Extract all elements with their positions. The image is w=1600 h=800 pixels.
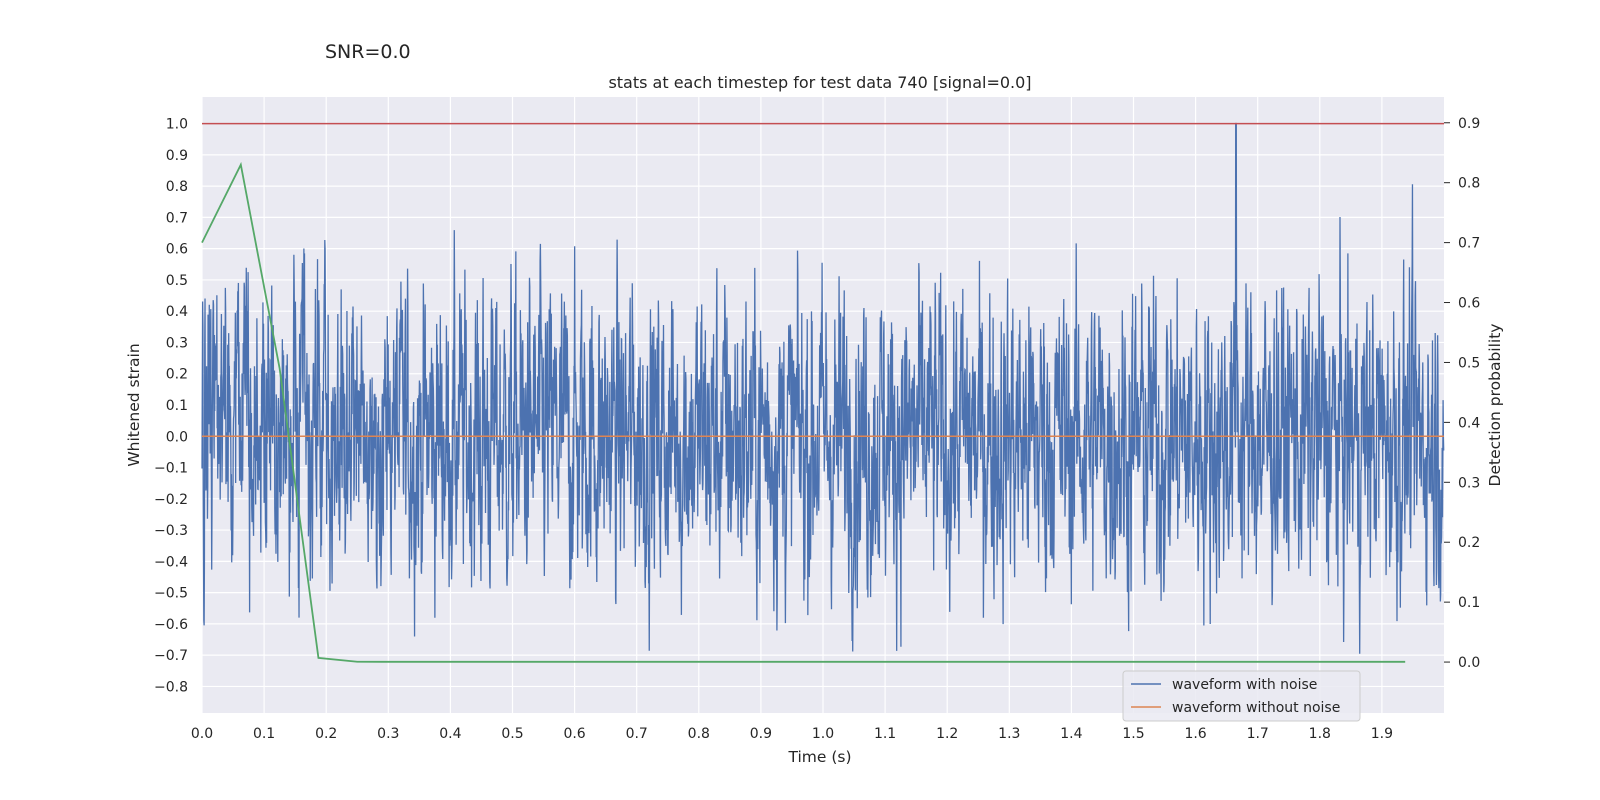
y-tick-label: 0.5 — [166, 273, 188, 289]
x-tick-label: 0.4 — [439, 726, 461, 742]
x-tick-label: 0.8 — [688, 726, 710, 742]
legend: waveform with noise waveform without noi… — [1122, 670, 1361, 722]
x-tick-label: 1.9 — [1371, 726, 1393, 742]
y-tick-label: 0.1 — [166, 398, 188, 414]
series-detection-probability — [201, 161, 1406, 663]
x-tick-label: 1.2 — [936, 726, 958, 742]
x-tick-label: 0.3 — [377, 726, 399, 742]
x-tick-label: 1.5 — [1122, 726, 1144, 742]
y-tick-label: 0.9 — [166, 148, 188, 164]
y-tick-label: −0.7 — [154, 648, 188, 664]
legend-box — [1122, 670, 1361, 722]
x-tick-label: 1.7 — [1247, 726, 1269, 742]
x-tick-label: 1.0 — [812, 726, 834, 742]
y-tick-label: −0.3 — [154, 523, 188, 539]
y-tick-label: 0.2 — [166, 367, 188, 383]
y-tick-label: 1.0 — [166, 117, 188, 133]
y-tick-label: 0.8 — [166, 179, 188, 195]
x-tick-label: 1.3 — [998, 726, 1020, 742]
x-tick-label: 1.4 — [1060, 726, 1082, 742]
y2-tick-label: 0.6 — [1458, 296, 1480, 312]
x-tick-label: 1.6 — [1184, 726, 1206, 742]
x-tick-label: 0.5 — [501, 726, 523, 742]
y-tick-label: −0.2 — [154, 492, 188, 508]
y2-axis-label: Detection probability — [1486, 324, 1504, 487]
x-tick-labels: 0.0 0.1 0.2 0.3 0.4 0.5 0.6 0.7 0.8 0.9 1.0 1.1 1.2 1… — [191, 726, 1393, 742]
y2-tick-label: 0.7 — [1458, 236, 1480, 252]
y-axis-label: Whitened strain — [125, 343, 143, 466]
series-group — [201, 122, 1445, 663]
y-tick-label: 0.6 — [166, 242, 188, 258]
legend-label-clean: waveform without noise — [1172, 700, 1340, 716]
x-tick-label: 0.6 — [563, 726, 585, 742]
x-tick-label: 0.9 — [750, 726, 772, 742]
x-tick-label: 0.0 — [191, 726, 213, 742]
y-tick-label: 0.0 — [166, 429, 188, 445]
y-tick-label: −0.8 — [154, 679, 188, 695]
y2-tick-label: 0.3 — [1458, 475, 1480, 491]
y2-tick-label: 0.4 — [1458, 415, 1480, 431]
y-tick-label: 0.7 — [166, 210, 188, 226]
y-tick-label: −0.4 — [154, 554, 188, 570]
figure-suptitle: SNR=0.0 — [325, 41, 411, 63]
y-tick-label: −0.1 — [154, 461, 188, 477]
y2-tick-label: 0.8 — [1458, 176, 1480, 192]
y-tick-labels: 1.0 0.9 0.8 0.7 0.6 0.5 0.4 0.3 0.2 0.1 0.0 −0.1 −0.… — [154, 117, 188, 696]
y-tick-label: 0.4 — [166, 304, 188, 320]
y2-tick-label: 0.2 — [1458, 535, 1480, 551]
x-tick-label: 0.2 — [315, 726, 337, 742]
x-tick-label: 1.8 — [1309, 726, 1331, 742]
x-tick-label: 0.1 — [253, 726, 275, 742]
legend-label-noise: waveform with noise — [1172, 677, 1317, 693]
y2-tick-label: 0.0 — [1458, 655, 1480, 671]
y2-tick-labels: 0.9 0.8 0.7 0.6 0.5 0.4 0.3 0.2 0.1 0.0 — [1444, 116, 1480, 671]
x-axis-label: Time (s) — [787, 748, 851, 766]
x-tick-label: 0.7 — [626, 726, 648, 742]
y-tick-label: 0.3 — [166, 335, 188, 351]
y2-tick-label: 0.1 — [1458, 595, 1480, 611]
y-tick-label: −0.5 — [154, 586, 188, 602]
y2-tick-label: 0.5 — [1458, 355, 1480, 371]
y2-tick-label: 0.9 — [1458, 116, 1480, 132]
series-waveform-with-noise — [201, 122, 1445, 654]
chart-title: stats at each timestep for test data 740… — [608, 73, 1031, 92]
y-tick-label: −0.6 — [154, 617, 188, 633]
x-tick-label: 1.1 — [874, 726, 896, 742]
